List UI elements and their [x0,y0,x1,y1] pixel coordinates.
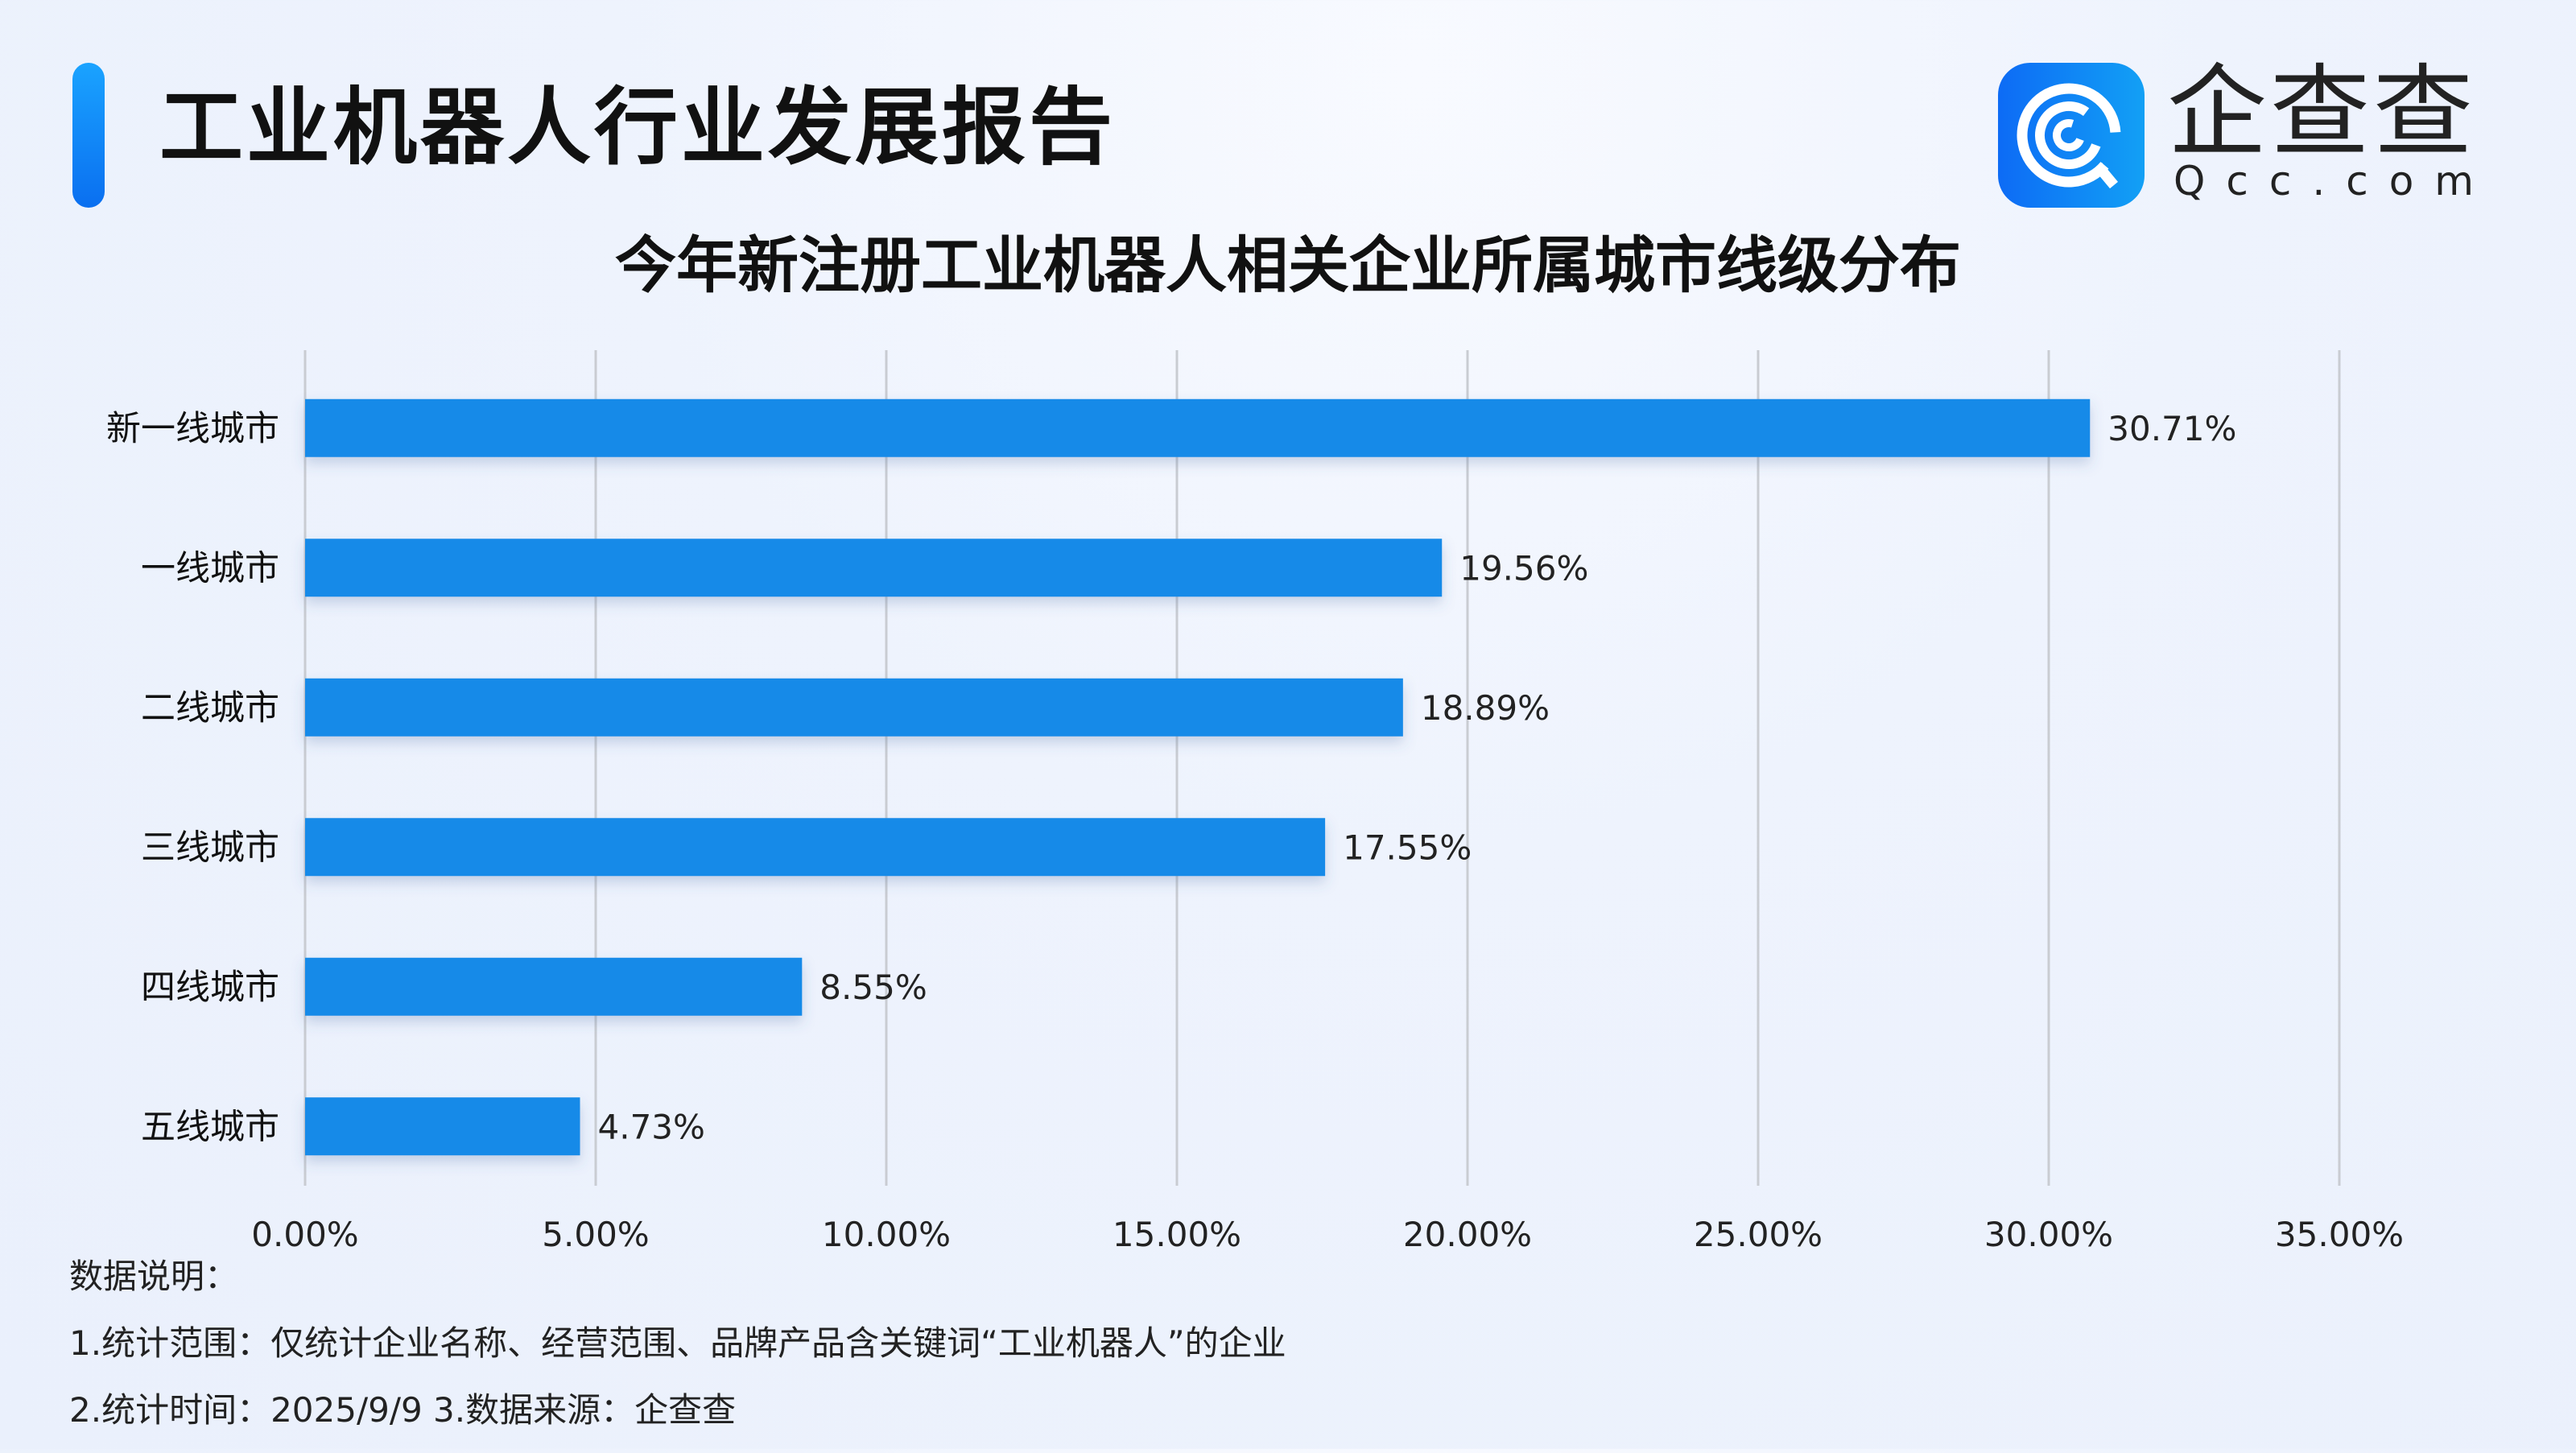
page-title: 工业机器人行业发展报告 [159,78,1117,176]
x-tick-label: 30.00% [1984,1215,2113,1254]
x-tick-label: 25.00% [1694,1215,1823,1254]
x-tick-label: 15.00% [1113,1215,1241,1254]
category-label: 三线城市 [141,828,279,868]
chart-title: 今年新注册工业机器人相关企业所属城市线级分布 [615,229,1961,301]
category-label: 二线城市 [141,688,279,729]
bar [305,1097,580,1156]
value-label: 17.55% [1343,828,1472,867]
x-tick-label: 5.00% [542,1215,649,1254]
x-tick-label: 0.00% [251,1215,358,1254]
data-notes: 数据说明： 1.统计范围：仅统计企业名称、经营范围、品牌产品含关键词“工业机器人… [69,1253,1286,1453]
x-tick-label: 35.00% [2275,1215,2404,1254]
category-label: 一线城市 [141,548,279,588]
bar [305,818,1326,877]
bar [305,957,803,1016]
qcc-logo-icon [1998,63,2145,208]
category-label: 五线城市 [141,1107,279,1147]
notes-scope: 1.统计范围：仅统计企业名称、经营范围、品牌产品含关键词“工业机器人”的企业 [69,1323,1286,1363]
notes-time-source: 2.统计时间：2025/9/9 3.数据来源：企查查 [69,1390,737,1430]
title-accent-bar [72,63,105,208]
logo-text-en: Qcc.com [2174,158,2496,204]
category-label: 新一线城市 [106,409,279,449]
value-label: 8.55% [819,968,927,1007]
category-label: 四线城市 [141,968,279,1008]
value-label: 30.71% [2107,409,2236,448]
bar [305,539,1443,597]
x-tick-label: 10.00% [822,1215,951,1254]
bar [305,398,2091,457]
x-tick-label: 20.00% [1403,1215,1532,1254]
value-label: 18.89% [1421,688,1550,728]
value-label: 4.73% [598,1107,705,1146]
notes-heading: 数据说明： [69,1257,239,1296]
bar [305,678,1403,737]
value-label: 19.56% [1459,548,1588,588]
logo-text-cn: 企查查 [2167,55,2477,171]
